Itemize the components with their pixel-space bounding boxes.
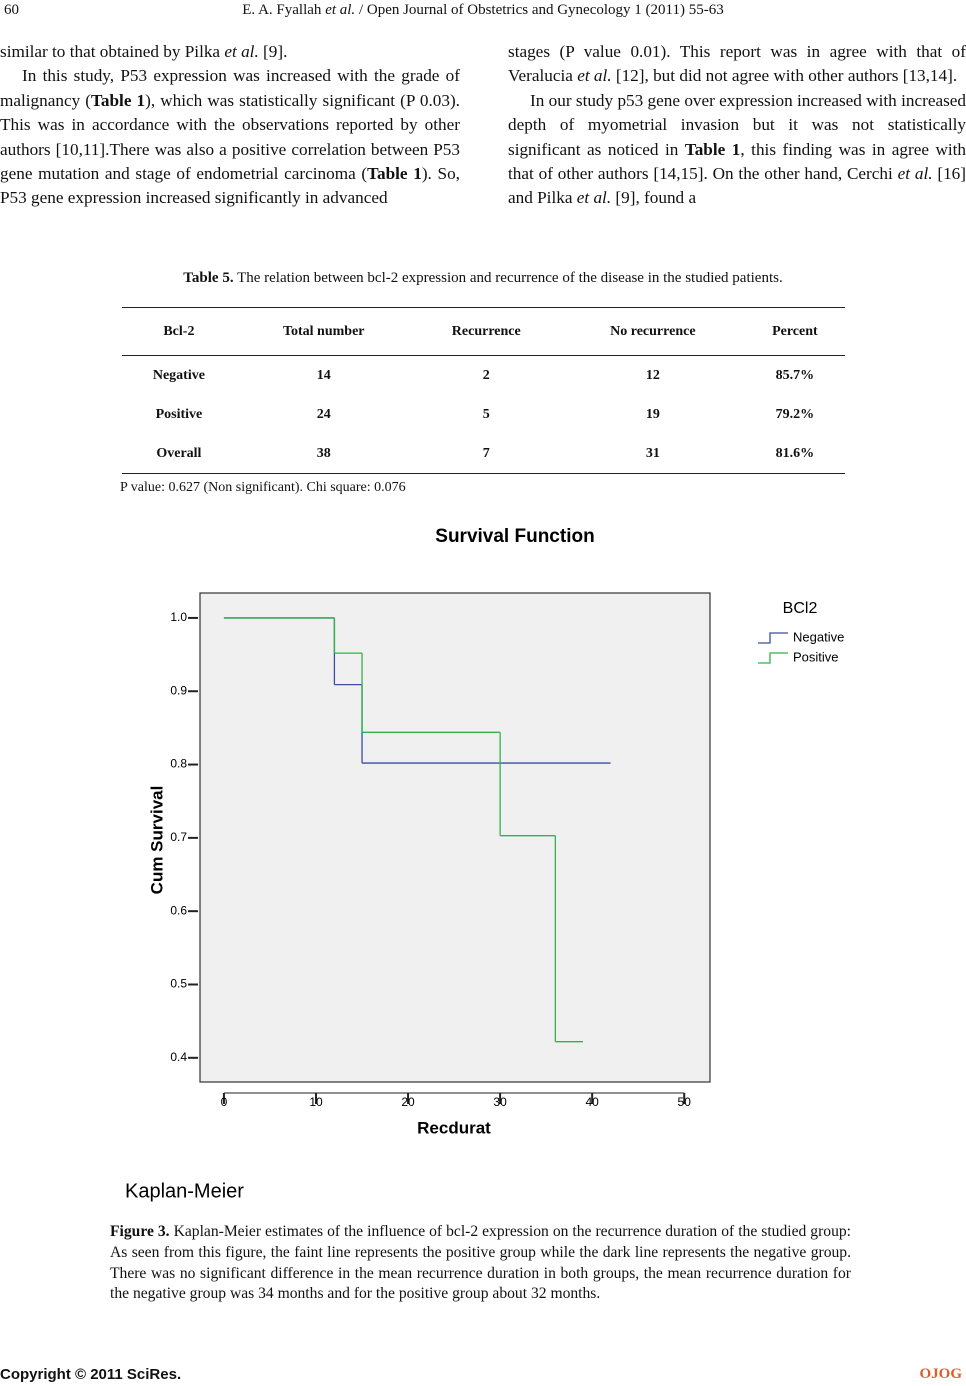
text: ), which was statistically significant (…: [0, 90, 460, 184]
text: [9].: [258, 42, 288, 61]
text: et al.: [897, 164, 933, 184]
text: Table 1: [684, 139, 741, 159]
text: [12], but did not agree with other autho…: [611, 66, 958, 86]
text: et al.: [577, 66, 612, 86]
x-tick-label: 0: [221, 1095, 228, 1109]
table-cell: Overall: [122, 434, 236, 474]
text: stages (P value 0.01). This report was i…: [508, 42, 966, 86]
text: et al.: [224, 42, 259, 61]
chart: Survival Function Kaplan-Meier Recdurat …: [125, 526, 844, 1202]
table-caption: Table 5. The relation between bcl-2 expr…: [110, 270, 856, 287]
x-tick-label: 50: [678, 1095, 692, 1109]
legend-label: Positive: [793, 649, 839, 664]
chart-subtitle: Kaplan-Meier: [125, 1180, 244, 1202]
table-cell: 7: [411, 434, 561, 474]
text: In this study, P53 expression was increa…: [0, 66, 460, 110]
table-cell: 19: [645, 406, 660, 422]
table-cell: 79.2%: [775, 406, 815, 422]
table-row: Positive 24 5 19 79.2%: [122, 395, 845, 434]
text: [9], found a: [611, 188, 697, 208]
table-cell: 2: [482, 367, 490, 383]
text: et al.: [576, 188, 612, 208]
table-label: Table 5.: [183, 270, 234, 286]
y-tick-label: 0.4: [170, 1050, 187, 1064]
table-cell: 14: [316, 367, 331, 383]
column-header: No recurrence: [560, 307, 745, 356]
table-cell: Positive: [155, 406, 203, 422]
page-number: 60: [4, 2, 19, 18]
table-row: Overall 38 7 31 81.6%: [122, 434, 845, 474]
legend-symbol: [758, 632, 788, 644]
x-tick-label: 30: [493, 1095, 507, 1109]
right-column: stages (P value 0.01). This report was i…: [508, 40, 966, 211]
paragraph: similar to that obtained by Pilka et al.…: [0, 40, 460, 64]
x-tick-label: 40: [585, 1095, 599, 1109]
y-tick-label: 1.0: [170, 610, 187, 624]
figure-caption: Figure 3. Kaplan-Meier estimates of the …: [110, 1222, 851, 1305]
column-header: Percent: [744, 307, 845, 356]
table-block: Table 5. The relation between bcl-2 expr…: [110, 270, 856, 496]
y-tick-label: 0.8: [170, 757, 187, 771]
column-header: Bcl-2: [122, 307, 236, 356]
column-header: Recurrence: [411, 307, 561, 356]
table-cell: 24: [316, 406, 331, 422]
text: , this finding was in agree with that of…: [508, 139, 966, 184]
text: similar to that obtained by Pilka: [0, 42, 225, 61]
et-al: et al.: [325, 2, 356, 18]
table-cell: 81.6%: [744, 434, 845, 474]
table: Bcl-2 Total number Recurrence No recurrence…: [122, 307, 845, 474]
journal-abbrev: OJOG: [919, 1366, 962, 1382]
y-tick-label: 0.5: [170, 977, 187, 991]
caption-text: The relation between bcl-2 expression an…: [233, 270, 783, 286]
table-row: Negative 14 2 12 85.7%: [122, 356, 845, 396]
paragraph: In this study, P53 expression was increa…: [0, 64, 460, 210]
legend-label: Negative: [793, 629, 844, 644]
legend-symbol: [758, 652, 788, 664]
table-cell: 31: [560, 434, 745, 474]
column-header: Total number: [235, 307, 412, 356]
x-tick-label: 20: [401, 1095, 415, 1109]
authors: E. A. Fyallah: [242, 2, 326, 18]
text: Table 1: [91, 90, 146, 110]
y-tick-label: 0.6: [170, 903, 187, 917]
table-cell: Negative: [152, 367, 205, 383]
paragraph: stages (P value 0.01). This report was i…: [508, 40, 966, 89]
journal: / Open Journal of Obstetrics and Gynecol…: [355, 2, 724, 18]
text: In our study p53 gene over expression in…: [508, 90, 966, 159]
table-cell: 12: [645, 367, 660, 383]
x-axis-label: Recdurat: [417, 1118, 491, 1137]
copyright: Copyright © 2011 SciRes.: [0, 1366, 182, 1383]
text: Table 1: [367, 164, 422, 184]
text: ). So, P53 gene expression increased sig…: [0, 164, 460, 208]
header-row: Bcl-2 Total number Recurrence No recurrence…: [122, 307, 845, 356]
chart-title: Survival Function: [435, 526, 594, 547]
table-cell: 5: [482, 406, 490, 422]
paragraph: In our study p53 gene over expression in…: [508, 89, 966, 211]
plot-area: [199, 592, 711, 1083]
caption-text: Kaplan-Meier estimates of the influence …: [110, 1223, 852, 1303]
table-cell: 85.7%: [775, 367, 815, 383]
text: [16] and Pilka: [508, 164, 966, 208]
running-head: E. A. Fyallah et al. / Open Journal of O…: [0, 2, 966, 19]
y-tick-label: 0.7: [170, 830, 187, 844]
y-axis-label: Cum Survival: [147, 786, 166, 895]
x-tick-label: 10: [309, 1095, 323, 1109]
left-column: similar to that obtained by Pilka et al.…: [0, 40, 460, 211]
table-cell: 38: [235, 434, 412, 474]
figure-label: Figure 3.: [110, 1223, 170, 1240]
table-note: P value: 0.627 (Non significant). Chi sq…: [120, 480, 406, 495]
y-tick-label: 0.9: [170, 683, 187, 697]
legend-title: BCl2: [783, 600, 818, 617]
